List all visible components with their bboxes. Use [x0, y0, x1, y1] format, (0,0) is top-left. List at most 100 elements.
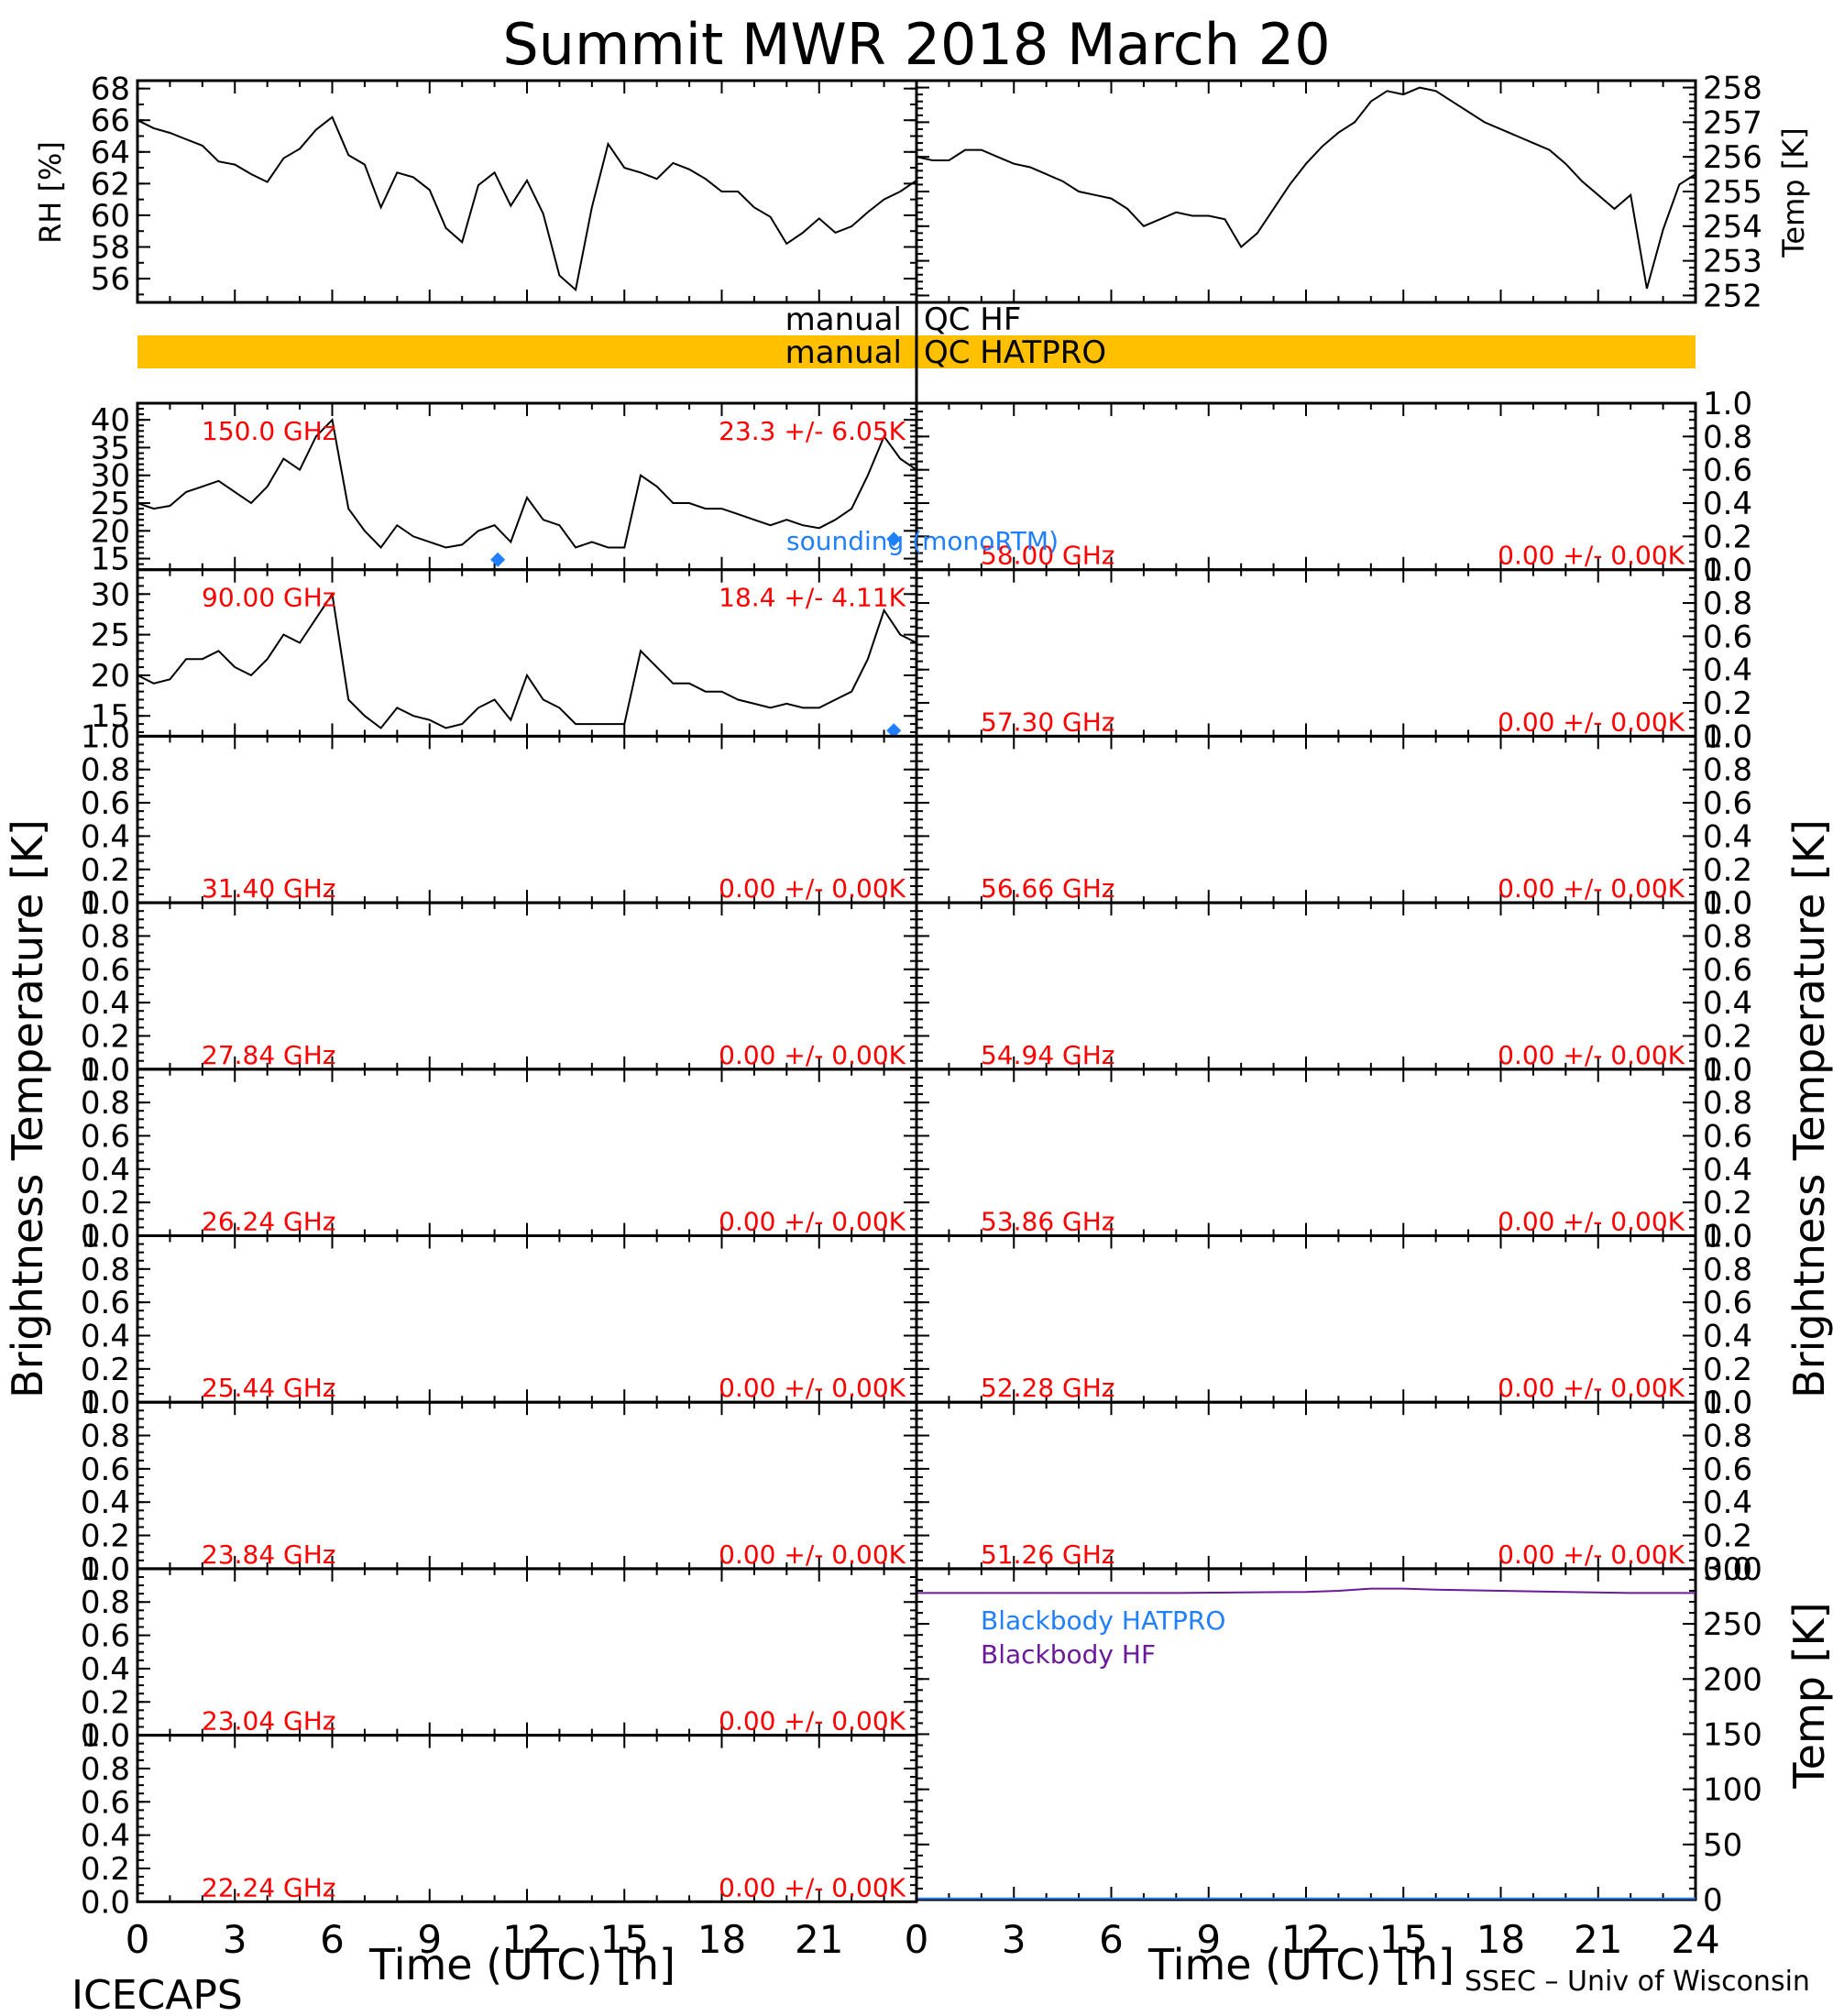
x-tick-label-left: 18 — [697, 1917, 746, 1962]
figure-title: Summit MWR 2018 March 20 — [502, 11, 1330, 78]
tb-right-panel-4-ytick-label: 0.0 — [1703, 1219, 1752, 1255]
tb-right-panel-1-stat-label: 0.00 +/- 0.00K — [1498, 707, 1685, 737]
tb-left-panel-2-ytick-label: 0.6 — [81, 785, 130, 822]
tb-left-panel-6-ytick-label: 0.2 — [81, 1518, 130, 1555]
tb-left-panel-4-ytick-label: 0.8 — [81, 1085, 130, 1122]
tb-left-panel-8-ytick-label: 0.4 — [81, 1818, 130, 1855]
tb-left-panel-3-stat-label: 0.00 +/- 0.00K — [719, 1040, 906, 1070]
x-axis-title-left: Time (UTC) [h] — [368, 1940, 675, 1989]
x-tick-label-right: 3 — [1002, 1917, 1026, 1962]
tb-left-panel-5-ytick-label: 0.0 — [81, 1385, 130, 1421]
tb-right-panel-6-stat-label: 0.00 +/- 0.00K — [1498, 1539, 1685, 1570]
tb-left-panel-8-ytick-label: 0.0 — [81, 1884, 130, 1921]
tb-right-panel-0-ytick-label: 0.8 — [1703, 419, 1752, 455]
tb-right-panel-0-ytick-label: 0.6 — [1703, 453, 1752, 489]
tb-left-panel-3-ytick-label: 0.2 — [81, 1018, 130, 1055]
tb-right-panel-6-ytick-label: 1.0 — [1703, 1385, 1752, 1421]
tb-left-panel-3-ytick-label: 0.8 — [81, 918, 130, 955]
temp-panel-ytick-label: 256 — [1703, 139, 1762, 176]
rh-panel-ytick-label: 66 — [91, 103, 130, 139]
tb-left-panel-3: 0.00.20.40.60.81.027.84 GHz 0.00 +/- 0.00… — [81, 885, 918, 1089]
tb-right-panel-6-freq-label: 51.26 GHz — [981, 1539, 1115, 1570]
tb-left-panel-5-freq-label: 25.44 GHz — [202, 1373, 336, 1403]
tb-right-panel-4-ytick-label: 0.6 — [1703, 1118, 1752, 1155]
tb-left-panel-2-freq-label: 31.40 GHz — [202, 873, 336, 904]
tb-right-panel-3-ytick-label: 0.2 — [1703, 1018, 1752, 1055]
x-tick-label-left: 6 — [320, 1917, 345, 1962]
tb-left-panel-6-ytick-label: 0.6 — [81, 1452, 130, 1488]
temp-panel-series-0 — [916, 86, 1696, 290]
temp-panel-ytick-label: 258 — [1703, 71, 1762, 107]
x-tick-label-right: 18 — [1476, 1917, 1525, 1962]
tb-left-panel-0-ytick-label: 35 — [91, 430, 130, 466]
tb-right-panel-0-stat-label: 0.00 +/- 0.00K — [1498, 541, 1685, 571]
tb-left-panel-3-ytick-label: 0.4 — [81, 985, 130, 1022]
tb-right-panel-4-freq-label: 53.86 GHz — [981, 1207, 1115, 1237]
tb-left-panel-0-series-0 — [137, 418, 917, 550]
temp-bottom-axis-title: Temp [K] — [1784, 1602, 1833, 1789]
blackbody-panel: 0 50 100 150 200 250 300 — [915, 1551, 1762, 1919]
tb-right-panel-0-ytick-label: 0.2 — [1703, 519, 1752, 555]
tb-left-panel-5-ytick-label: 1.0 — [81, 1219, 130, 1255]
qc-hatpro-name: QC HATPRO — [924, 334, 1106, 371]
x-axis-title-right: Time (UTC) [h] — [1147, 1940, 1454, 1989]
tb-left-panel-4: 0.00.20.40.60.81.026.24 GHz 0.00 +/- 0.00… — [81, 1052, 918, 1255]
tb-left-panel-0-ytick-label: 25 — [91, 486, 130, 522]
tb-right-panel-2: 0.00.20.40.60.81.056.66 GHz 0.00 +/- 0.00… — [915, 718, 1752, 922]
tb-right-panel-6: 0.00.20.40.60.81.051.26 GHz 0.00 +/- 0.00… — [915, 1385, 1752, 1588]
tb-left-panel-2-stat-label: 0.00 +/- 0.00K — [719, 873, 906, 904]
tb-right-panel-2-ytick-label: 0.4 — [1703, 818, 1752, 855]
tb-right-panel-2-ytick-label: 1.0 — [1703, 718, 1752, 755]
blackbody-panel-ytick-label: 50 — [1703, 1827, 1742, 1864]
rh-panel-ytick-label: 64 — [91, 135, 130, 171]
tb-left-panel-5-stat-label: 0.00 +/- 0.00K — [719, 1373, 906, 1403]
tb-right-panel-1-ytick-label: 0.6 — [1703, 619, 1752, 655]
rh-panel-ytick-label: 68 — [91, 71, 130, 108]
x-tick-labels: 0 3 6 9 12 15 18 21 0 3 6 9 12 15 18 21 24 — [126, 1917, 1720, 1962]
tb-left-panel-2-ytick-label: 0.2 — [81, 852, 130, 889]
tb-left-panel-5-ytick-label: 0.8 — [81, 1252, 130, 1288]
tb-left-panel-0-ytick-label: 40 — [91, 402, 130, 439]
rh-panel-ytick-label: 56 — [91, 261, 130, 298]
temp-panel-ytick-label: 257 — [1703, 104, 1762, 141]
tb-left-axis-title: Brightness Temperature [K] — [3, 819, 52, 1398]
tb-left-panel-4-ytick-label: 0.6 — [81, 1118, 130, 1155]
tb-right-panel-4-ytick-label: 0.2 — [1703, 1185, 1752, 1222]
x-tick-label-left: 0 — [126, 1917, 150, 1962]
x-tick-label-left: 21 — [795, 1917, 843, 1962]
rh-panel-ytick-label: 62 — [91, 166, 130, 203]
tb-left-panel-4-ytick-label: 0.0 — [81, 1219, 130, 1255]
tb-left-panel-0-sounding-point — [886, 531, 902, 547]
sounding-legend: sounding (monoRTM) — [786, 526, 1059, 556]
tb-right-panel-3-ytick-label: 0.8 — [1703, 918, 1752, 955]
temp-panel-frame — [915, 79, 1697, 304]
tb-left-panel-2-ytick-label: 0.4 — [81, 818, 130, 855]
tb-left-panel-1-stat-label: 18.4 +/- 4.11K — [719, 583, 906, 613]
temp-top-axis-title: Temp [K] — [1776, 127, 1811, 257]
rh-panel-ytick-label: 60 — [91, 198, 130, 235]
x-tick-label-right: 21 — [1574, 1917, 1622, 1962]
temp-panel-ytick-label: 254 — [1703, 209, 1762, 246]
tb-right-panel-5-ytick-label: 1.0 — [1703, 1219, 1752, 1255]
panels: 5658606264666825225325425525625725815202… — [81, 71, 1762, 1922]
blackbody-panel-ytick-label: 300 — [1703, 1551, 1762, 1588]
tb-left-panel-2-ytick-label: 0.8 — [81, 752, 130, 789]
qc-hf-name: QC HF — [924, 301, 1021, 338]
tb-left-panel-2-ytick-label: 0.0 — [81, 885, 130, 922]
tb-left-panel-6: 0.00.20.40.60.81.023.84 GHz 0.00 +/- 0.00… — [81, 1385, 918, 1588]
tb-right-panel-3-freq-label: 54.94 GHz — [981, 1040, 1115, 1070]
tb-right-panel-3-ytick-label: 0.0 — [1703, 1052, 1752, 1089]
tb-left-panel-7-ytick-label: 0.2 — [81, 1684, 130, 1721]
tb-left-panel-2-ytick-label: 1.0 — [81, 718, 130, 755]
tb-left-panel-4-stat-label: 0.00 +/- 0.00K — [719, 1207, 906, 1237]
tb-right-panel-6-ytick-label: 0.4 — [1703, 1485, 1752, 1521]
x-tick-label-right: 24 — [1671, 1917, 1719, 1962]
tb-left-panel-4-ytick-label: 0.4 — [81, 1152, 130, 1189]
tb-left-panel-7-ytick-label: 0.6 — [81, 1618, 130, 1655]
tb-right-panel-1-ytick-label: 0.8 — [1703, 586, 1752, 622]
blackbody-panel-ytick-label: 200 — [1703, 1661, 1762, 1698]
tb-left-panel-0-ytick-label: 15 — [91, 542, 130, 578]
